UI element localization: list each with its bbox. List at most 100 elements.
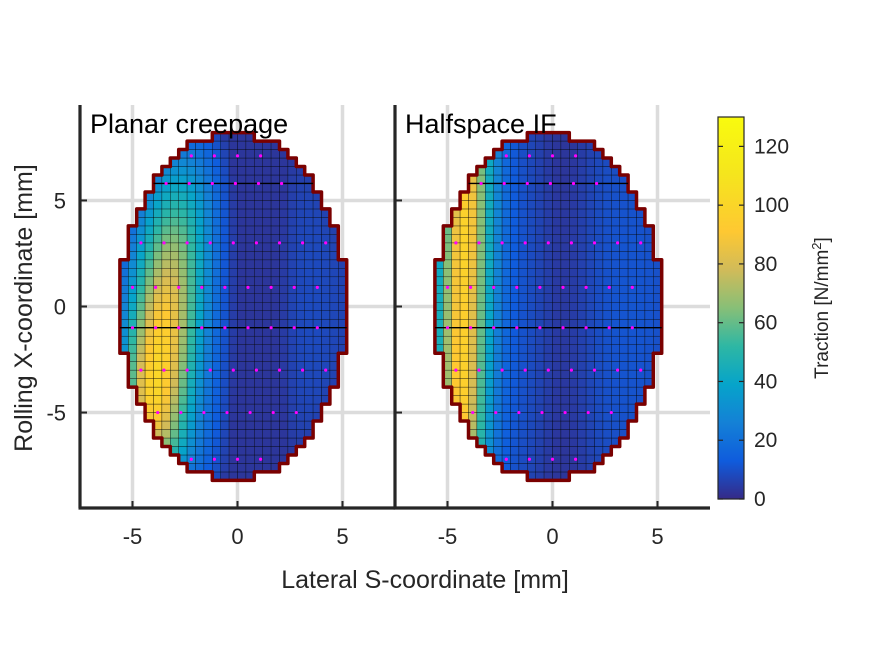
traction-cell	[493, 183, 503, 193]
traction-cell	[279, 259, 289, 269]
traction-cell	[144, 327, 154, 337]
traction-cell	[459, 369, 469, 379]
marker-dot	[517, 410, 521, 415]
traction-cell	[594, 420, 604, 430]
traction-cell	[153, 361, 163, 371]
traction-cell	[493, 268, 503, 278]
traction-cell	[136, 319, 146, 328]
traction-cell	[245, 157, 255, 167]
traction-cell	[304, 403, 314, 413]
traction-cell	[602, 293, 612, 303]
marker-dot	[189, 457, 193, 461]
traction-cell	[254, 352, 263, 362]
traction-cell	[594, 369, 604, 379]
traction-cell	[644, 259, 654, 269]
traction-cell	[170, 310, 179, 320]
panel-title-planar-creepage: Planar creepage	[90, 109, 288, 139]
traction-cell	[510, 352, 520, 362]
traction-cell	[443, 310, 452, 320]
traction-cell	[312, 310, 322, 320]
traction-cell	[228, 386, 238, 396]
traction-cell	[186, 191, 196, 201]
traction-cell	[203, 319, 213, 328]
traction-cell	[262, 335, 272, 345]
traction-cell	[627, 335, 637, 345]
traction-cell	[619, 412, 629, 422]
traction-cell	[569, 446, 578, 456]
traction-cell	[178, 234, 188, 244]
marker-dot	[271, 410, 275, 415]
traction-cell	[627, 251, 637, 261]
traction-cell	[560, 183, 570, 193]
traction-cell	[518, 174, 528, 184]
traction-cell	[212, 369, 221, 379]
traction-cell	[203, 412, 213, 422]
traction-cell	[287, 403, 297, 413]
traction-cell	[636, 225, 646, 235]
traction-cell	[535, 242, 545, 252]
traction-cell	[228, 352, 238, 362]
traction-cell	[611, 319, 620, 328]
traction-cell	[501, 327, 511, 337]
traction-cell	[329, 293, 339, 303]
traction-cell	[312, 276, 322, 286]
traction-cell	[552, 352, 562, 362]
traction-cell	[602, 183, 612, 193]
traction-cell	[577, 327, 587, 337]
traction-cell	[220, 166, 230, 176]
traction-cell	[560, 140, 570, 150]
marker-dot	[315, 326, 319, 330]
marker-dot	[301, 241, 305, 245]
traction-cell	[262, 454, 272, 464]
traction-cell	[195, 395, 205, 405]
colorbar-tick-label: 40	[754, 370, 777, 393]
traction-cell	[644, 276, 654, 286]
traction-cell	[569, 412, 578, 422]
traction-cell	[577, 259, 587, 269]
traction-cell	[262, 437, 272, 447]
traction-cell	[602, 166, 612, 176]
traction-cell	[144, 225, 154, 235]
traction-cell	[627, 217, 637, 227]
traction-cell	[279, 327, 289, 337]
marker-dot	[179, 410, 183, 415]
traction-cell	[619, 276, 629, 286]
traction-cell	[237, 140, 247, 150]
traction-cell	[527, 217, 536, 227]
traction-cell	[312, 335, 322, 345]
traction-cell	[518, 412, 528, 422]
traction-cell	[468, 293, 478, 303]
traction-cell	[262, 200, 272, 210]
traction-cell	[254, 310, 263, 320]
traction-cell	[237, 259, 247, 269]
traction-cell	[304, 352, 314, 362]
traction-cell	[170, 378, 179, 388]
traction-cell	[178, 386, 188, 396]
traction-cell	[518, 352, 528, 362]
traction-cell	[136, 327, 146, 337]
traction-cell	[501, 361, 511, 371]
traction-cell	[611, 420, 620, 430]
traction-cell	[144, 352, 154, 362]
traction-cell	[459, 310, 469, 320]
marker-dot	[189, 154, 193, 158]
traction-cell	[270, 420, 280, 430]
traction-cell	[312, 352, 322, 362]
traction-cell	[170, 395, 179, 405]
traction-cell	[304, 386, 314, 396]
traction-cell	[228, 259, 238, 269]
traction-cell	[170, 429, 179, 439]
traction-cell	[552, 225, 562, 235]
traction-cell	[510, 191, 520, 201]
traction-cell	[594, 293, 604, 303]
marker-dot	[269, 326, 273, 330]
traction-cell	[585, 242, 595, 252]
traction-cell	[569, 319, 578, 328]
traction-cell	[245, 463, 255, 473]
marker-dot	[607, 285, 611, 290]
traction-cell	[476, 200, 486, 210]
traction-cell	[468, 191, 478, 201]
marker-dot	[208, 368, 212, 372]
traction-cell	[594, 310, 604, 320]
traction-cell	[602, 225, 612, 235]
